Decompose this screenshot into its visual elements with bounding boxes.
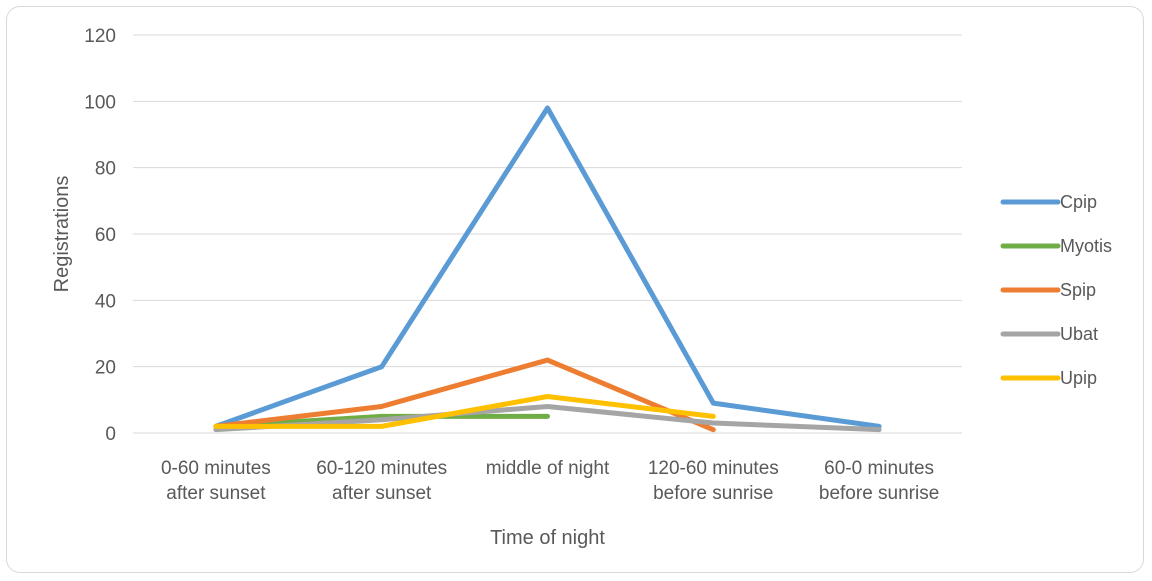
- series-line-cpip: [213, 105, 882, 429]
- y-tick-label: 0: [105, 424, 116, 445]
- series-line-myotis: [213, 413, 550, 429]
- legend: Cpip Myotis Spip Ubat Upip: [1000, 192, 1112, 388]
- y-tick-label: 80: [95, 159, 116, 180]
- x-category-label-line: 120-60 minutes: [648, 458, 779, 479]
- chart-frame: [6, 6, 1144, 573]
- x-category-label: middle of night: [486, 458, 610, 479]
- y-axis-title: Registrations: [51, 176, 73, 293]
- y-tick-label: 60: [95, 225, 116, 246]
- x-category-label: 120-60 minutes before sunrise: [648, 458, 779, 504]
- y-tick-label: 20: [95, 358, 116, 379]
- grid-layer: [133, 34, 962, 434]
- series-layer: [213, 105, 882, 433]
- x-category-label: 60-120 minutes after sunset: [316, 458, 447, 504]
- legend-label-myotis: Myotis: [1060, 236, 1112, 256]
- series-line-ubat: [213, 403, 882, 433]
- legend-label-spip: Spip: [1060, 280, 1096, 300]
- y-tick-label: 120: [84, 26, 116, 47]
- series-line-upip: [213, 394, 716, 429]
- x-category-label-line: before sunrise: [653, 483, 773, 504]
- x-category-label: 60-0 minutes before sunrise: [819, 458, 939, 504]
- x-category-label-line: before sunrise: [819, 483, 939, 504]
- legend-label-upip: Upip: [1060, 368, 1097, 388]
- y-tick-labels: 0 20 40 60 80 100 120: [84, 26, 116, 445]
- y-tick-label: 100: [84, 92, 116, 113]
- y-tick-label: 40: [95, 291, 116, 312]
- legend-label-ubat: Ubat: [1060, 324, 1098, 344]
- x-category-label-line: after sunset: [166, 483, 266, 504]
- x-axis-title: Time of night: [490, 527, 605, 549]
- x-category-label-line: after sunset: [332, 483, 432, 504]
- x-category-label: 0-60 minutes after sunset: [161, 458, 271, 504]
- x-category-label-line: middle of night: [486, 458, 610, 479]
- series-line-spip: [213, 357, 716, 433]
- x-category-label-line: 0-60 minutes: [161, 458, 271, 479]
- legend-label-cpip: Cpip: [1060, 192, 1097, 212]
- x-category-labels: 0-60 minutes after sunset 60-120 minutes af…: [161, 458, 939, 504]
- x-category-label-line: 60-0 minutes: [824, 458, 934, 479]
- x-category-label-line: 60-120 minutes: [316, 458, 447, 479]
